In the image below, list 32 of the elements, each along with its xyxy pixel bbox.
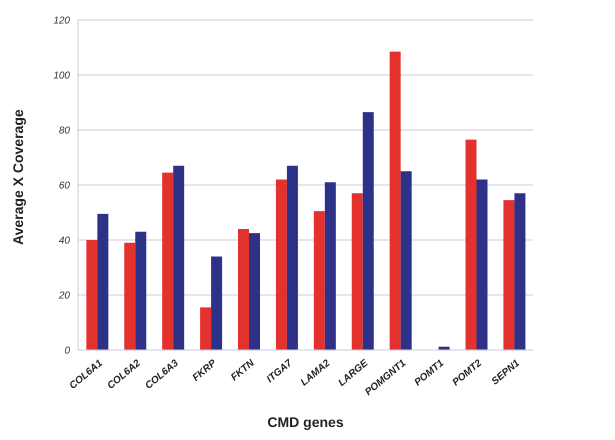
bar [86,240,98,350]
bar [314,211,325,350]
bar [276,180,287,350]
y-tick-label: 60 [58,180,70,192]
y-tick-label: 100 [53,70,70,82]
bar [503,200,514,350]
bar [400,171,412,350]
bar [362,112,374,350]
y-tick-label: 0 [64,346,70,357]
bar [173,166,184,350]
bar [200,307,212,350]
y-tick-label: 80 [58,126,70,137]
bar [476,180,488,350]
y-axis-title: Average X Coverage [10,109,26,245]
bar [238,229,250,350]
bar [162,172,174,350]
bar [135,232,146,350]
bar [211,256,222,350]
bar [124,242,136,350]
bar [97,214,108,350]
bar [466,140,477,350]
y-tick-label: 40 [58,236,70,247]
bar [352,193,363,350]
bar [286,166,298,350]
bar [438,346,450,350]
x-axis-title: CMD genes [267,414,344,430]
y-tick-label: 120 [53,16,70,27]
bar [324,182,336,350]
bar [390,52,401,350]
bar [514,193,526,350]
bar [249,233,260,350]
y-tick-label: 20 [58,290,70,302]
